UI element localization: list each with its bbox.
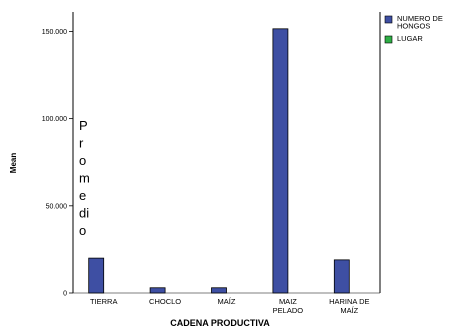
x-axis-tick-labels: TIERRA CHOCLO MAÍZ MAIZ PELADO HARINA DE MAÍZ	[90, 297, 370, 315]
y-tick-label: 0	[63, 291, 67, 298]
y-tick-label: 100.000	[42, 116, 67, 123]
bar-numero-de-hongos	[211, 287, 227, 294]
x-tick-label: HARINA DE MAÍZ	[329, 297, 369, 315]
x-tick-label: MAIZ PELADO	[273, 297, 304, 315]
legend-swatch	[384, 15, 393, 24]
y-axis-ticks: 0 50.000 100.000 150.000	[42, 29, 73, 298]
overlay-box	[74, 107, 110, 257]
legend-label: LUGAR	[397, 34, 423, 43]
bar-numero-de-hongos	[272, 28, 289, 294]
x-tick-label: MAÍZ	[218, 297, 236, 306]
y-axis-title: Mean	[9, 153, 18, 174]
x-tick-label: TIERRA	[90, 297, 118, 306]
legend-swatch	[384, 35, 393, 44]
y-tick-label: 50.000	[46, 203, 68, 210]
x-tick-label: CHOCLO	[149, 297, 181, 306]
bar-numero-de-hongos	[88, 257, 105, 294]
y-tick-label: 150.000	[42, 29, 67, 36]
bar-numero-de-hongos	[149, 287, 166, 294]
bars	[88, 28, 350, 294]
bar-numero-de-hongos	[333, 259, 350, 294]
legend-label: NUMERO DE HONGOS	[397, 14, 443, 31]
legend: NUMERO DE HONGOS LUGAR	[384, 14, 443, 44]
plot-frame	[72, 12, 381, 294]
x-axis-title: CADENA PRODUCTIVA	[170, 318, 270, 328]
